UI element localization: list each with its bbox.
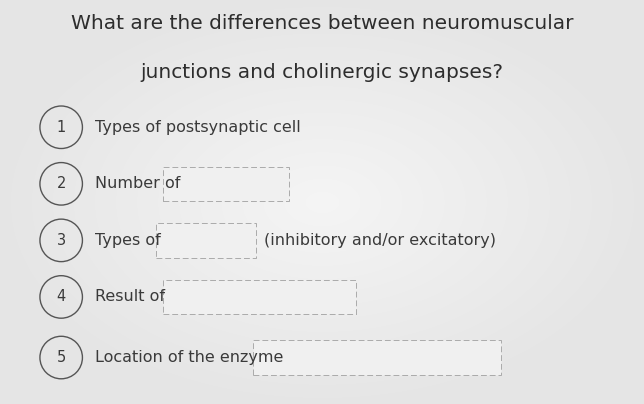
- Text: 1: 1: [57, 120, 66, 135]
- Bar: [156, 223, 256, 258]
- Text: What are the differences between neuromuscular: What are the differences between neuromu…: [71, 14, 573, 33]
- Text: Types of: Types of: [95, 233, 161, 248]
- Text: Location of the enzyme: Location of the enzyme: [95, 350, 284, 365]
- Text: junctions and cholinergic synapses?: junctions and cholinergic synapses?: [140, 63, 504, 82]
- Bar: [254, 340, 502, 375]
- Text: Result of: Result of: [95, 289, 166, 305]
- Text: Number of: Number of: [95, 176, 181, 191]
- Text: Types of postsynaptic cell: Types of postsynaptic cell: [95, 120, 301, 135]
- Bar: [163, 280, 356, 314]
- Text: (inhibitory and/or excitatory): (inhibitory and/or excitatory): [263, 233, 496, 248]
- Text: 5: 5: [57, 350, 66, 365]
- Text: 4: 4: [57, 289, 66, 305]
- Bar: [163, 166, 289, 201]
- Text: 3: 3: [57, 233, 66, 248]
- Text: 2: 2: [57, 176, 66, 191]
